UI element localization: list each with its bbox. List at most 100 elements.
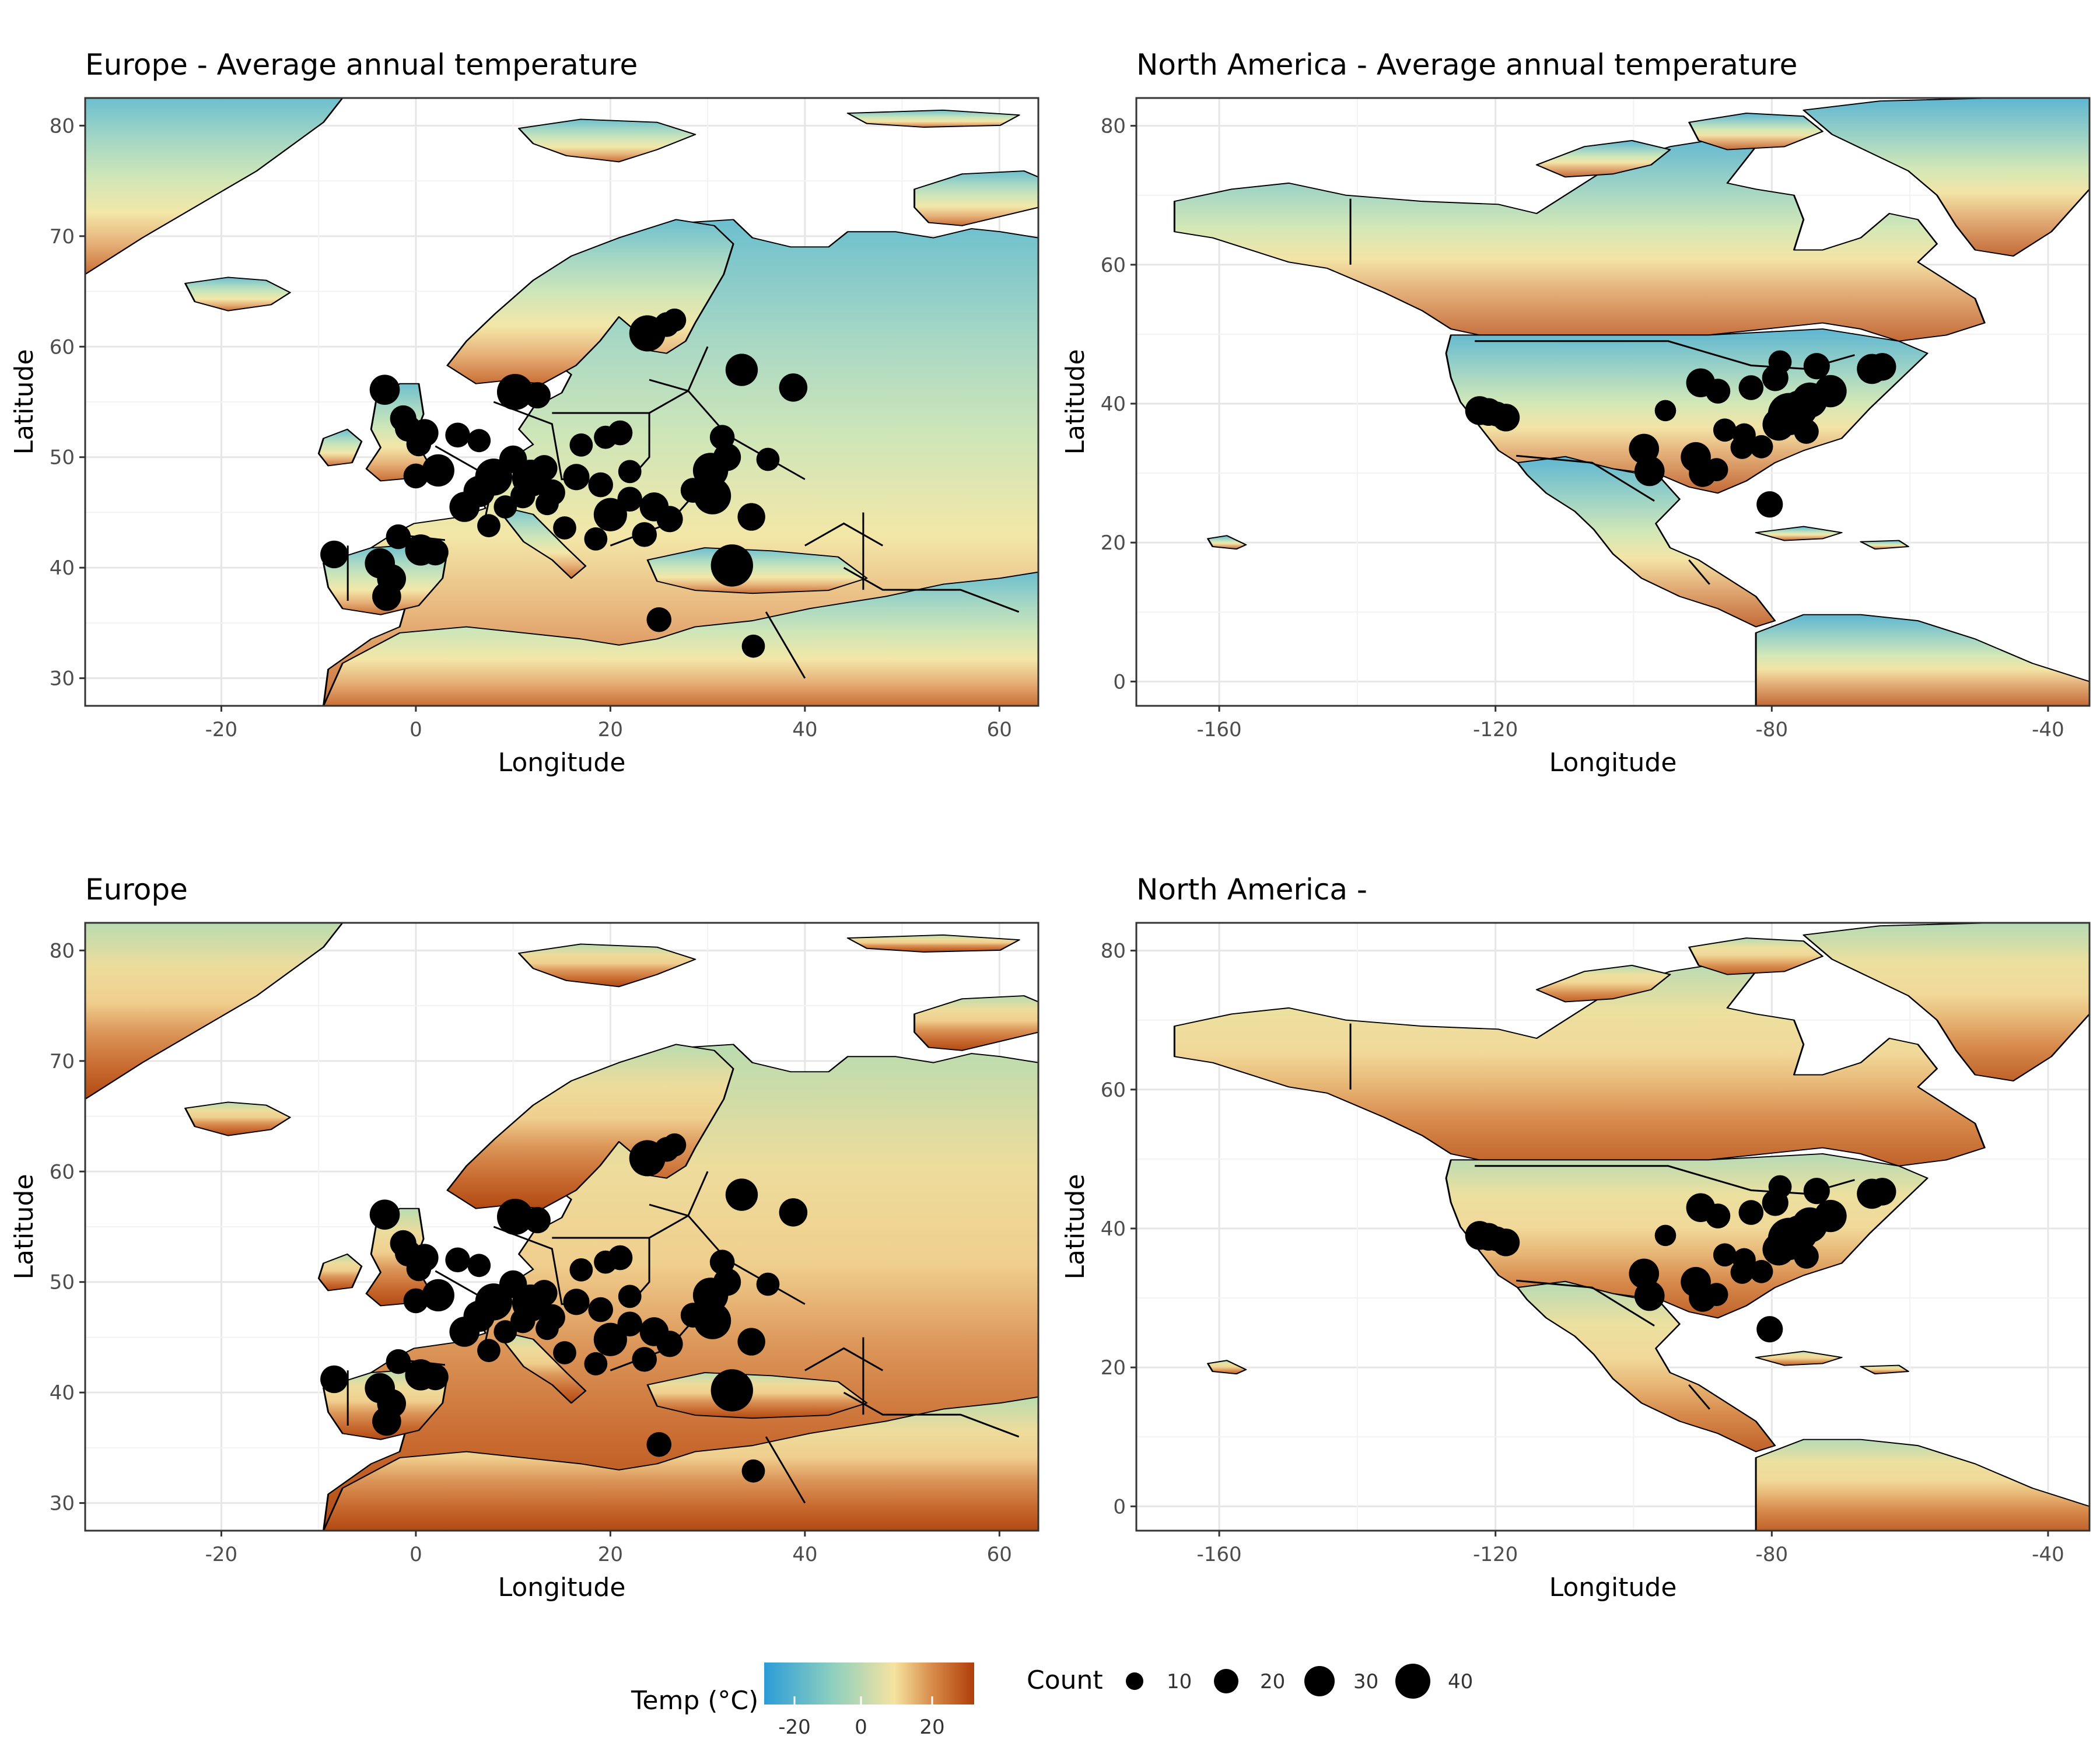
observation-point (477, 514, 501, 538)
observation-point (713, 1268, 741, 1296)
x-tick-label: -80 (1756, 1543, 1788, 1566)
x-tick-label: 40 (792, 718, 817, 741)
observation-point (593, 1322, 627, 1356)
observation-point (1738, 375, 1764, 400)
observation-point (1629, 1258, 1660, 1289)
observation-point (320, 540, 348, 569)
observation-point (524, 382, 551, 409)
y-axis: 0 20 40 60 80 (1101, 940, 1136, 1518)
observation-point (386, 524, 411, 550)
y-tick-label: 70 (50, 1050, 75, 1073)
observation-point (741, 1459, 765, 1483)
y-tick-label: 30 (50, 1492, 75, 1516)
temperature-raster (85, 98, 1038, 706)
observation-point (756, 1272, 780, 1296)
count-legend-label: 40 (1448, 1670, 1473, 1693)
map-panel-eu-bottom: Europe -20 0 20 40 60 30 40 50 60 70 80 Longitude Lat… (9, 873, 1040, 1602)
count-legend-label: 20 (1260, 1670, 1285, 1693)
x-tick-label: -20 (205, 718, 238, 741)
observation-point (725, 1178, 758, 1211)
observation-point (369, 374, 400, 405)
observation-point (1484, 401, 1510, 427)
observation-point (1814, 374, 1847, 408)
y-axis-title: Latitude (1060, 349, 1090, 454)
observation-points (1465, 350, 1896, 518)
observation-point (680, 478, 706, 503)
observation-point (741, 634, 765, 658)
observation-point (646, 1432, 672, 1457)
observation-point (553, 1341, 576, 1364)
observation-point (663, 1133, 687, 1157)
observation-point (1686, 1193, 1716, 1223)
y-tick-label: 60 (50, 335, 75, 359)
x-tick-label: 60 (987, 718, 1012, 741)
temperature-colorbar (764, 1662, 974, 1704)
observation-point (737, 503, 765, 531)
y-tick-label: 80 (1101, 940, 1126, 963)
panel-title: North America - Average annual temperatu… (1136, 48, 1797, 82)
x-axis-title: Longitude (1549, 748, 1677, 778)
panel-border (1135, 922, 2091, 1532)
observation-point (594, 1250, 617, 1274)
x-tick-label: 20 (598, 718, 623, 741)
observation-point (496, 1198, 533, 1235)
temperature-raster (85, 923, 1038, 1531)
observation-point (422, 1279, 454, 1312)
observation-point (737, 1328, 765, 1356)
observation-point (594, 425, 617, 449)
observation-point (477, 1339, 501, 1363)
temperature-raster (1173, 923, 2090, 1531)
y-tick-label: 50 (50, 446, 75, 470)
y-tick-label: 80 (50, 939, 75, 963)
x-axis: -20 0 20 40 60 (205, 706, 1012, 741)
observation-point (467, 429, 491, 453)
observation-point (1629, 433, 1660, 464)
temperature-legend: Temp (°C) -20 0 20 (631, 1662, 974, 1739)
observation-point (422, 1364, 449, 1391)
observation-point (1704, 458, 1728, 481)
observation-point (1738, 1200, 1764, 1225)
observation-point (403, 1288, 429, 1314)
observation-point (422, 539, 449, 566)
x-tick-label: -120 (1473, 718, 1518, 741)
observation-point (1732, 1248, 1756, 1272)
observation-point (1713, 1243, 1737, 1267)
x-tick-label: -120 (1473, 1543, 1518, 1566)
x-tick-label: 60 (987, 1543, 1012, 1566)
x-tick-label: 40 (792, 1543, 817, 1566)
x-axis-title: Longitude (498, 748, 626, 778)
observation-point (499, 1270, 527, 1298)
x-tick-label: -80 (1756, 718, 1788, 741)
observation-point (1654, 400, 1676, 422)
x-axis: -160 -120 -80 -40 (1197, 706, 2064, 741)
count-legend-title: Count (1027, 1665, 1103, 1695)
observation-point (494, 495, 517, 519)
x-tick-label: -160 (1197, 718, 1242, 741)
observation-point (588, 1297, 613, 1322)
observation-point (710, 544, 753, 587)
observation-point (680, 1303, 706, 1328)
y-tick-label: 40 (50, 1381, 75, 1405)
observation-point (656, 1331, 683, 1357)
observation-point (1762, 1233, 1795, 1266)
observation-point (713, 443, 741, 471)
observation-point (1803, 353, 1830, 380)
y-axis-title: Latitude (9, 349, 39, 454)
observation-point (1704, 1283, 1728, 1306)
y-tick-label: 0 (1113, 670, 1126, 694)
count-legend: Count 10 20 30 40 (1027, 1664, 1473, 1699)
observation-point (779, 1198, 808, 1227)
y-axis: 30 40 50 60 70 80 (50, 114, 85, 691)
observation-point (709, 1250, 735, 1275)
y-axis-title: Latitude (1060, 1174, 1090, 1279)
y-tick-label: 40 (1101, 393, 1126, 416)
observation-point (584, 1352, 608, 1376)
x-tick-label: -40 (2032, 718, 2064, 741)
observation-point (1794, 419, 1819, 444)
observation-point (1868, 353, 1896, 381)
observation-point (403, 463, 429, 489)
observation-point (536, 1317, 559, 1340)
observation-point (1756, 491, 1783, 518)
observation-point (1749, 1259, 1773, 1283)
